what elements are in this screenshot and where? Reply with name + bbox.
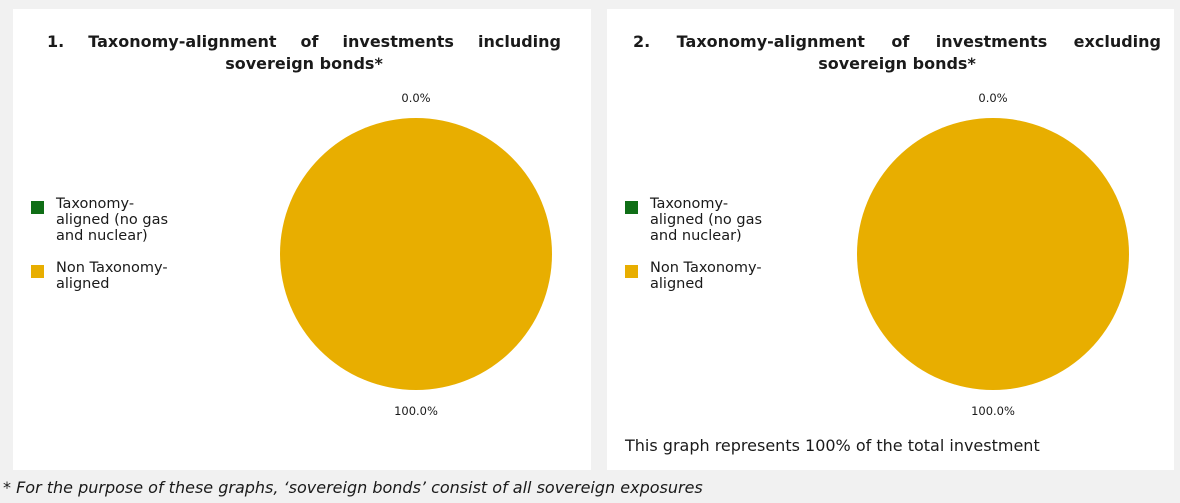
legend-swatch-non-taxonomy-aligned: [31, 265, 44, 278]
legend-item-taxonomy-aligned: Taxonomy-aligned (no gas and nuclear): [31, 196, 181, 244]
legend: Taxonomy-aligned (no gas and nuclear) No…: [31, 196, 181, 308]
data-label: 100.0%: [394, 404, 438, 418]
legend-label: Taxonomy-aligned (no gas and nuclear): [56, 196, 169, 244]
legend-label: Non Taxonomy-aligned: [650, 260, 762, 292]
legend-label: Taxonomy-aligned (no gas and nuclear): [650, 196, 763, 244]
pie-slice-non-taxonomy-aligned: [280, 118, 552, 390]
data-label: 0.0%: [978, 91, 1007, 105]
footnote: * For the purpose of these graphs, ‘sove…: [3, 478, 703, 497]
chart-panel-including-sovereign-bonds: 1. Taxonomy-alignment of investments inc…: [13, 9, 591, 470]
chart-panel-excluding-sovereign-bonds: 2. Taxonomy-alignment of investments exc…: [607, 9, 1174, 470]
data-label: 100.0%: [971, 404, 1015, 418]
chart-title: 1. Taxonomy-alignment of investments inc…: [47, 32, 561, 73]
legend-swatch-non-taxonomy-aligned: [625, 265, 638, 278]
legend-item-non-taxonomy-aligned: Non Taxonomy-aligned: [31, 260, 181, 292]
legend-swatch-taxonomy-aligned: [625, 201, 638, 214]
coverage-note: This graph represents 100% of the total …: [625, 436, 1040, 455]
legend-swatch-taxonomy-aligned: [31, 201, 44, 214]
legend: Taxonomy-aligned (no gas and nuclear) No…: [625, 196, 775, 308]
pie-chart: 0.0% 100.0%: [857, 91, 1129, 418]
data-label: 0.0%: [401, 91, 430, 105]
legend-item-non-taxonomy-aligned: Non Taxonomy-aligned: [625, 260, 775, 292]
legend-label: Non Taxonomy-aligned: [56, 260, 168, 292]
chart-title: 2. Taxonomy-alignment of investments exc…: [633, 32, 1161, 73]
pie-chart: 0.0% 100.0%: [280, 91, 552, 418]
legend-item-taxonomy-aligned: Taxonomy-aligned (no gas and nuclear): [625, 196, 775, 244]
pie-slice-non-taxonomy-aligned: [857, 118, 1129, 390]
